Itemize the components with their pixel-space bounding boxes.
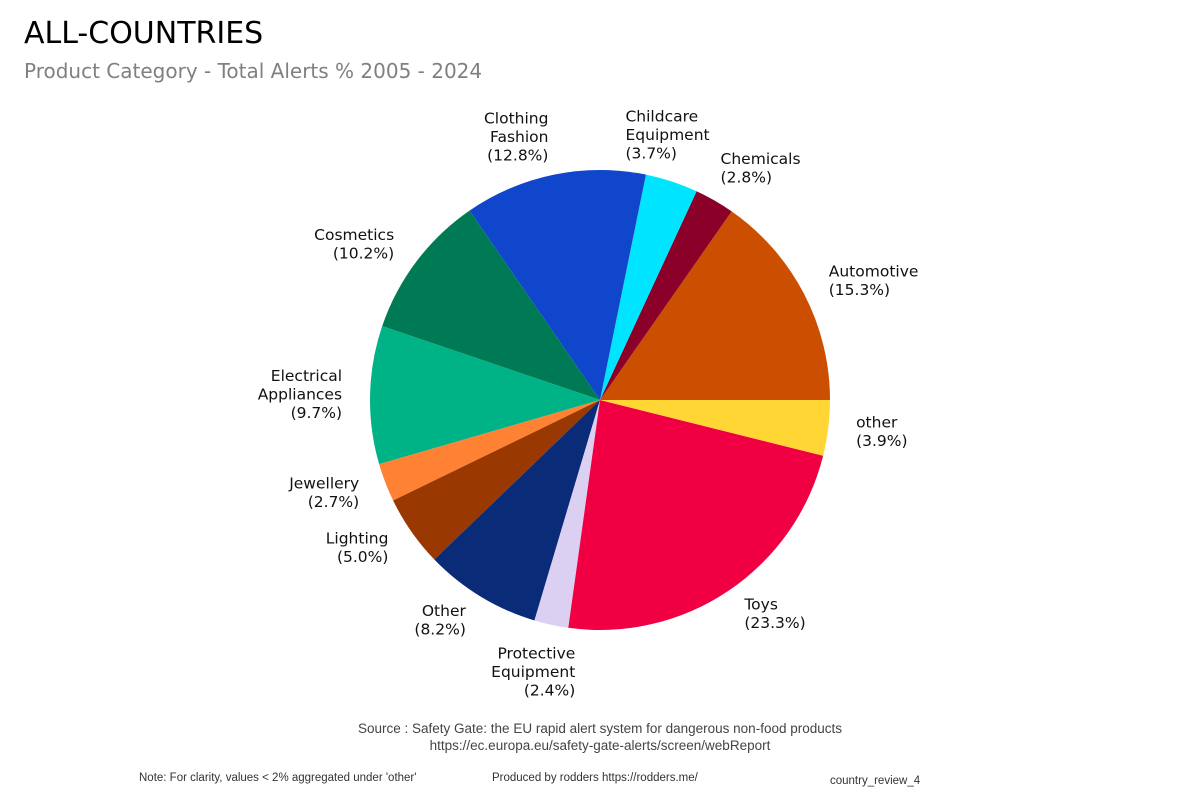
pie-slice-other (600, 400, 830, 456)
slice-label-electrical-appliances: Electrical Appliances (9.7%) (258, 367, 342, 422)
slice-percent-label: (3.9%) (856, 432, 907, 450)
slice-percent-label: (2.4%) (524, 682, 575, 700)
slice-percent-label: (3.7%) (625, 144, 676, 162)
slice-percent-label: (2.8%) (721, 169, 772, 187)
slice-percent-label: (23.3%) (744, 614, 805, 632)
pie-slice-jewellery (379, 400, 600, 501)
source-line-1: Source : Safety Gate: the EU rapid alert… (357, 721, 842, 736)
slice-name-label: Fashion (490, 128, 549, 146)
chart-title: ALL-COUNTRIES (24, 16, 264, 51)
slice-name-label: Other (422, 602, 467, 620)
pie-slice-other (434, 400, 600, 621)
slice-label-other: other (3.9%) (856, 413, 907, 450)
slice-percent-label: (10.2%) (333, 245, 394, 263)
pie-slice-childcare-equipment (600, 174, 697, 400)
slice-percent-label: (8.2%) (414, 621, 465, 639)
footnote: Note: For clarity, values < 2% aggregate… (139, 772, 417, 784)
pie-slice-protective-equipment (534, 400, 600, 628)
slice-percent-label: (9.7%) (291, 404, 342, 422)
pie-slice-clothing-fashion (469, 170, 646, 400)
slice-name-label: Automotive (829, 262, 919, 280)
slice-name-label: Electrical (271, 367, 342, 385)
slice-name-label: Clothing (484, 110, 548, 128)
pie-slice-chemicals (600, 191, 732, 400)
slice-name-label: other (856, 413, 898, 431)
slice-label-clothing-fashion: Clothing Fashion (12.8%) (484, 110, 548, 165)
slice-label-lighting: Lighting (5.0%) (326, 529, 389, 566)
pie-slice-electrical-appliances (369, 326, 600, 465)
slice-name-label: Cosmetics (314, 226, 394, 244)
slice-name-label: Lighting (326, 529, 389, 547)
slice-label-other: Other (8.2%) (414, 602, 466, 639)
slice-label-jewellery: Jewellery (2.7%) (288, 474, 359, 511)
slice-name-label: Protective (497, 645, 575, 663)
slice-name-label: Childcare (625, 107, 698, 125)
slice-name-label: Jewellery (288, 474, 359, 492)
slice-name-label: Appliances (258, 385, 342, 403)
chart-subtitle: Product Category - Total Alerts % 2005 -… (24, 59, 483, 83)
produced-by: Produced by rodders https://rodders.me/ (492, 772, 698, 784)
slice-name-label: Equipment (625, 126, 709, 144)
slice-label-toys: Toys (23.3%) (743, 596, 805, 633)
pie-slice-automotive (600, 211, 830, 400)
chart-id: country_review_4 (830, 775, 921, 787)
pie-slice-toys (568, 400, 824, 630)
pie-slice-cosmetics (382, 210, 600, 400)
slice-percent-label: (5.0%) (337, 548, 388, 566)
slice-percent-label: (12.8%) (487, 147, 548, 165)
slice-percent-label: (15.3%) (829, 281, 890, 299)
slice-label-cosmetics: Cosmetics (10.2%) (314, 226, 394, 263)
slice-label-automotive: Automotive (15.3%) (829, 262, 919, 299)
slice-name-label: Chemicals (721, 150, 801, 168)
pie-slice-lighting (393, 400, 600, 560)
source-line-2: https://ec.europa.eu/safety-gate-alerts/… (429, 738, 771, 753)
slice-label-childcare-equipment: Childcare Equipment (3.7%) (625, 107, 709, 162)
slice-label-chemicals: Chemicals (2.8%) (721, 150, 801, 187)
slice-name-label: Equipment (491, 663, 575, 681)
slice-percent-label: (2.7%) (308, 493, 359, 511)
slice-name-label: Toys (743, 596, 778, 614)
slice-label-protective-equipment: Protective Equipment (2.4%) (491, 645, 575, 700)
